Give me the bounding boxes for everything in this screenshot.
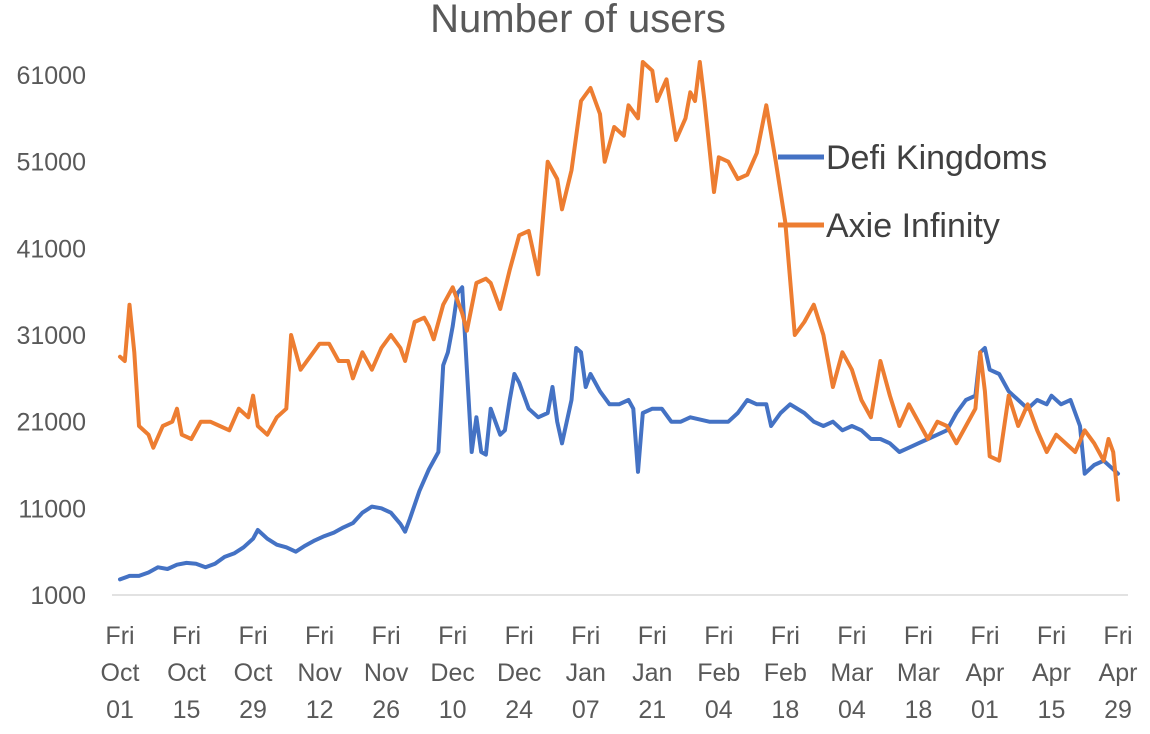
y-tick-label: 41000: [16, 235, 86, 263]
x-tick-label: Fri Apr 01: [965, 622, 1004, 724]
y-tick-label: 51000: [16, 149, 86, 177]
series-lines: [118, 60, 1120, 582]
y-tick-label: 1000: [30, 582, 86, 610]
y-tick-label: 11000: [18, 495, 86, 523]
x-tick-label: Fri Jan 07: [566, 622, 606, 724]
legend-label: Axie Infinity: [826, 207, 1000, 245]
x-tick-label: Fri Dec 24: [497, 622, 541, 724]
y-tick-label: 21000: [16, 409, 86, 437]
x-tick-label: Fri Oct 01: [101, 622, 140, 724]
series-line-defi-kingdoms: [118, 285, 1120, 582]
x-tick-label: Fri Mar 18: [897, 622, 940, 724]
x-tick-label: Fri Apr 29: [1099, 622, 1138, 724]
x-tick-label: Fri Oct 15: [167, 622, 206, 724]
x-tick-label: Fri Nov 12: [297, 622, 342, 724]
y-axis-ticks: 1000 11000 21000 31000 41000 51000 61000: [16, 62, 86, 610]
x-tick-label: Fri Jan 21: [632, 622, 672, 724]
x-tick-label: Fri Mar 04: [830, 622, 873, 724]
x-tick-label: Fri Nov 26: [364, 622, 409, 724]
x-tick-label: Fri Feb 04: [697, 622, 740, 724]
y-tick-label: 61000: [16, 62, 86, 90]
legend: Defi Kingdoms Axie Infinity: [778, 139, 1047, 245]
chart-title: Number of users: [430, 0, 726, 41]
x-tick-label: Fri Feb 18: [764, 622, 807, 724]
x-tick-label: Fri Dec 10: [430, 622, 474, 724]
series-line-axie-infinity: [118, 60, 1120, 502]
legend-label: Defi Kingdoms: [826, 139, 1047, 177]
x-tick-label: Fri Apr 15: [1032, 622, 1071, 724]
x-tick-label: Fri Oct 29: [234, 622, 273, 724]
x-axis-ticks: Fri Oct 01 Fri Oct 15 Fri Oct 29 Fri Nov 12 Fri Nov 26…: [101, 622, 1138, 724]
y-tick-label: 31000: [16, 322, 86, 350]
